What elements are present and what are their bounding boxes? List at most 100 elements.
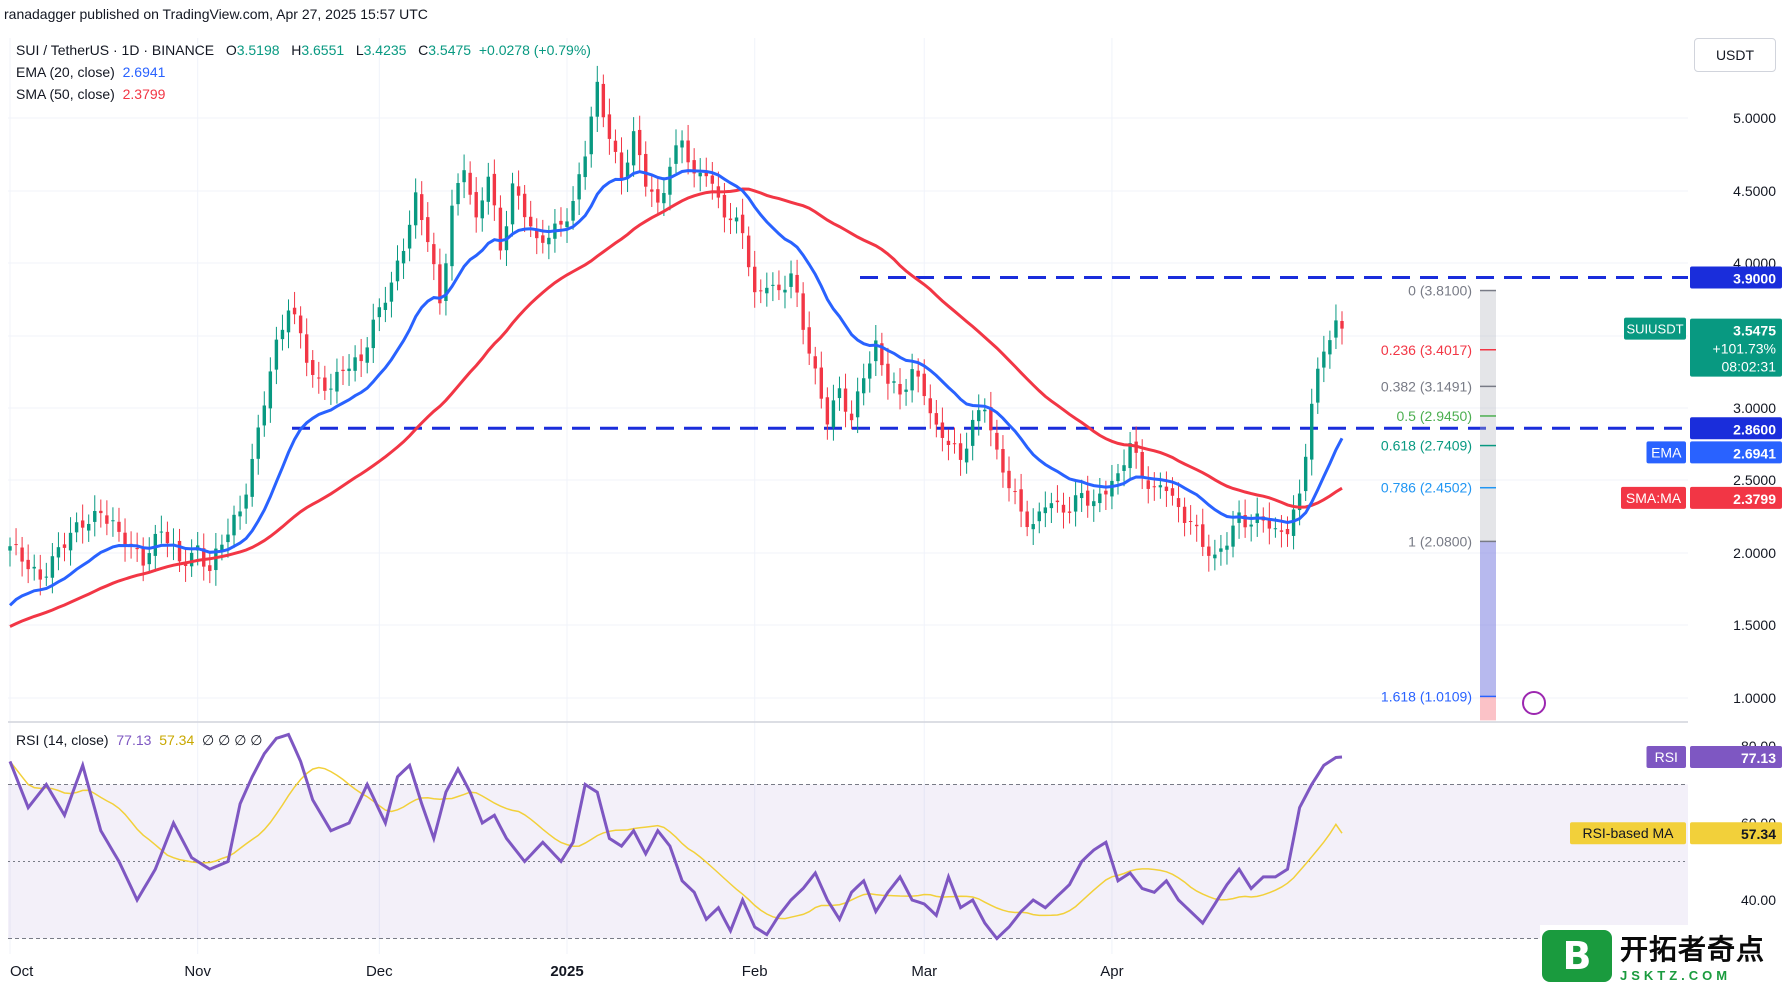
ema-tag-text: 2.6941 [1733, 445, 1776, 461]
candle [855, 377, 860, 434]
candle [692, 148, 696, 188]
price-tick-label: 3.0000 [1733, 400, 1776, 416]
fib-level-label: 1.618 (1.0109) [1381, 688, 1472, 704]
candle [934, 399, 939, 438]
candle-body [619, 152, 624, 181]
candle [698, 158, 702, 192]
candle-body [87, 523, 91, 531]
candle-body [644, 153, 648, 187]
candle-body [1201, 524, 1205, 547]
candle-body [625, 162, 630, 178]
candle [631, 117, 636, 177]
lightning-icon [1522, 691, 1546, 715]
candle [298, 306, 303, 349]
candle-body [1013, 491, 1017, 493]
price-tick-label: 2.0000 [1733, 545, 1776, 561]
rsi-tick-label: 40.00 [1741, 892, 1776, 908]
sma-tag-label: SMA:MA [1626, 490, 1682, 506]
candle [728, 202, 733, 235]
candle [783, 275, 787, 309]
candle-body [855, 391, 860, 418]
symbol-title[interactable]: SUI / TetherUS · 1D · BINANCE [16, 42, 215, 58]
candle [292, 291, 297, 325]
candle [874, 325, 878, 377]
candle [1092, 489, 1096, 522]
candle-body [1104, 490, 1108, 495]
candle-body [153, 533, 158, 556]
candle [843, 373, 848, 428]
candle [1049, 492, 1054, 524]
candle-body [1043, 507, 1048, 514]
fib-retracement[interactable]: 0 (3.8100) 0.236 (3.4017) 0.382 (3.1491) 0.… [1381, 283, 1496, 721]
candle-body [335, 371, 339, 392]
candle [1067, 496, 1072, 524]
fib-extension-band [1480, 541, 1496, 697]
candle [99, 499, 103, 528]
candle [8, 537, 12, 567]
candle [1328, 330, 1332, 369]
candles [8, 65, 1344, 596]
candle [420, 181, 424, 236]
candle [105, 500, 109, 536]
candle-body [783, 289, 787, 293]
rsi-line [8, 732, 1343, 941]
candle-body [801, 293, 805, 330]
candle-body [571, 200, 575, 221]
candle [111, 507, 115, 537]
rsi-legend[interactable]: RSI (14, close) 77.13 57.34 ∅ ∅ ∅ ∅ [16, 732, 262, 749]
candle [819, 351, 824, 409]
sma-legend[interactable]: SMA (50, close) 2.3799 [16, 86, 165, 102]
rsi-ma-tag-text: 57.34 [1741, 826, 1776, 842]
candle-body [565, 221, 569, 228]
candle-body [1297, 493, 1302, 511]
candle-body [274, 339, 279, 370]
candle [1146, 466, 1150, 504]
candle [680, 130, 684, 164]
candle [637, 115, 642, 172]
time-tick-label: Feb [742, 963, 768, 980]
candle [1176, 482, 1181, 523]
candle [1237, 500, 1241, 539]
candle [1043, 491, 1048, 528]
price-tick-label: 1.0000 [1733, 690, 1776, 706]
candle [80, 504, 85, 544]
support-tag-box [1690, 417, 1782, 440]
currency-selector[interactable]: USDT [1694, 38, 1776, 72]
candle-body [1128, 443, 1132, 469]
candle [365, 337, 369, 374]
candle-body [280, 329, 285, 340]
candle [759, 279, 763, 304]
ema-tag-label-box [1646, 441, 1686, 464]
candle-body [589, 116, 593, 155]
candle-body [1061, 504, 1066, 513]
candle-body [528, 216, 533, 227]
candle-body [1140, 451, 1144, 478]
candle [87, 514, 91, 542]
candle [650, 174, 654, 207]
candle-body [637, 129, 642, 156]
rsi-ma-line [9, 760, 1343, 920]
candle [849, 400, 854, 430]
candle [710, 162, 715, 200]
candle-body [244, 494, 248, 509]
ema-legend[interactable]: EMA (20, close) 2.6941 [16, 64, 165, 80]
candle [74, 512, 79, 543]
candle [668, 157, 672, 211]
candle [1073, 481, 1078, 527]
candle-body [141, 548, 145, 566]
candle [56, 532, 61, 571]
candle [226, 518, 230, 558]
candle-body [135, 547, 139, 550]
low-label: L [355, 42, 364, 58]
candle-body [940, 422, 945, 438]
candle-body [789, 273, 793, 287]
candle [734, 207, 739, 234]
candle [1122, 449, 1126, 487]
candle [813, 346, 817, 385]
rsi-pane [8, 732, 1688, 941]
candle-body [183, 563, 188, 566]
candle-body [843, 388, 848, 412]
candle [26, 544, 30, 584]
candle-body [631, 131, 636, 166]
